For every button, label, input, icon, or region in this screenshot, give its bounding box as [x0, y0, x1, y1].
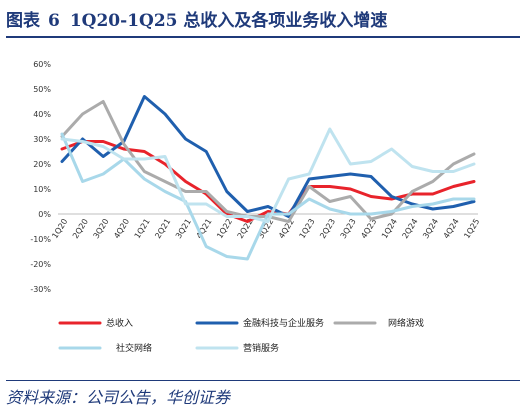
x-tick-label: 2Q20	[71, 217, 90, 240]
series-line	[60, 140, 476, 223]
x-tick-label: 1Q21	[133, 217, 152, 240]
x-tick-label: 2Q21	[153, 217, 172, 240]
x-tick-label: 4Q23	[359, 217, 378, 240]
y-tick-label: -30%	[30, 285, 51, 294]
x-tick-label: 1Q22	[215, 217, 234, 240]
figure-number: 6	[48, 11, 60, 31]
x-tick-label: 2Q24	[401, 217, 420, 240]
y-tick-label: 10%	[33, 185, 51, 194]
chart-series	[60, 95, 476, 261]
y-tick-label: 20%	[33, 160, 51, 169]
x-tick-label: 1Q23	[298, 217, 317, 240]
legend-label: 网络游戏	[388, 317, 424, 329]
y-tick-label: -10%	[30, 235, 51, 244]
title-divider	[6, 36, 520, 38]
y-tick-label: 0%	[38, 210, 51, 219]
figure-label: 图表	[6, 11, 40, 31]
series-line	[60, 127, 476, 223]
legend-label: 金融科技与企业服务	[243, 317, 324, 329]
x-tick-label: 3Q23	[339, 217, 358, 240]
x-tick-label: 1Q25	[462, 217, 481, 240]
x-tick-label: 3Q24	[421, 217, 440, 240]
x-tick-label: 4Q20	[112, 217, 131, 240]
x-tick-label: 1Q24	[380, 217, 399, 240]
series-line	[60, 95, 476, 218]
x-tick-label: 1Q20	[50, 217, 69, 240]
series-line	[60, 132, 476, 261]
legend-label: 总收入	[106, 317, 133, 329]
x-tick-label: 2Q23	[318, 217, 337, 240]
line-chart: -30% -20% -10% 0% 10% 20% 30% 40% 50% 60% 1Q20 2Q20…	[30, 60, 481, 354]
legend-label: 社交网络	[116, 342, 152, 354]
source-note: 资料来源：公司公告，华创证券	[6, 388, 231, 407]
y-tick-label: 50%	[33, 85, 51, 94]
page-title: 图表 6 1Q20-1Q25 总收入及各项业务收入增速	[6, 6, 518, 32]
x-tick-label: 3Q21	[174, 217, 193, 240]
y-tick-label: 60%	[33, 60, 51, 69]
y-tick-label: -20%	[30, 260, 51, 269]
x-tick-label: 4Q24	[442, 217, 461, 240]
figure-title: 1Q20-1Q25 总收入及各项业务收入增速	[69, 11, 388, 31]
footer-divider	[6, 380, 520, 381]
legend-label: 营销服务	[243, 342, 279, 354]
y-tick-label: 40%	[33, 110, 51, 119]
y-tick-label: 30%	[33, 135, 51, 144]
x-tick-label: 3Q20	[92, 217, 111, 240]
